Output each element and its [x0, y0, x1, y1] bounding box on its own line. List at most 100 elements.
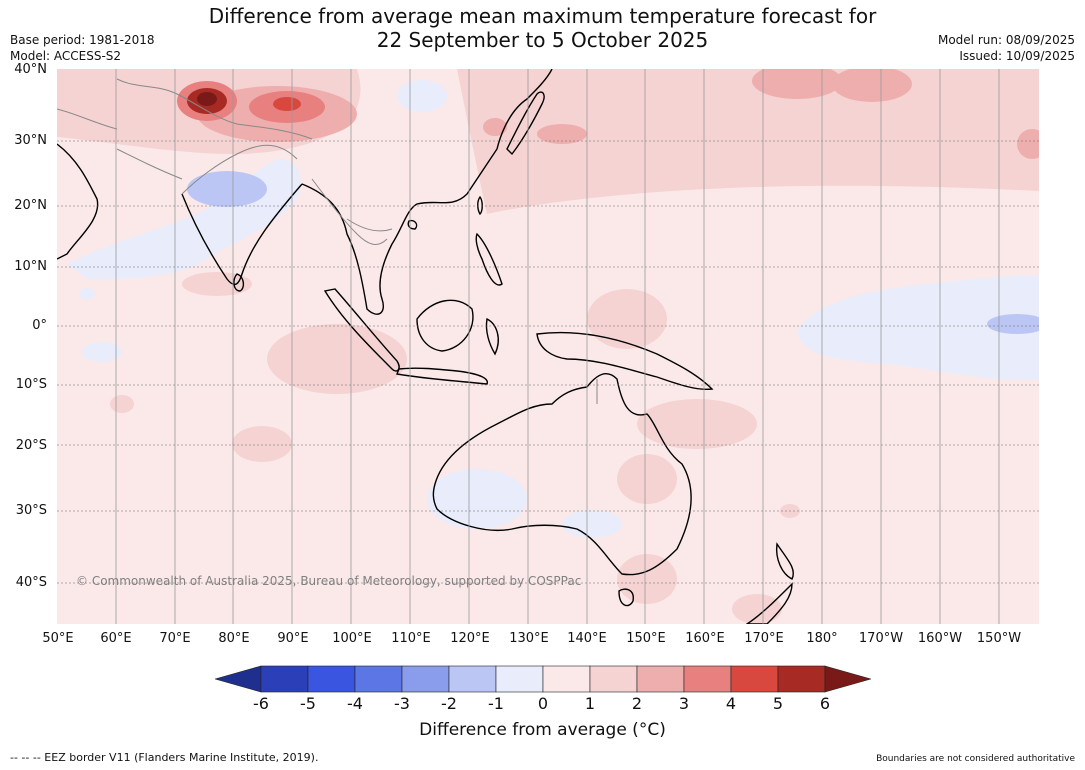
colorbar-segment [448, 665, 497, 693]
new-guinea-coast [536, 331, 714, 391]
colorbar-segment [354, 665, 403, 693]
north-arabian-cool [397, 80, 447, 112]
colorbar-tick-label: 3 [678, 694, 690, 713]
lat-label-20n: 20°N [14, 198, 47, 213]
colorbar-extend-low [215, 665, 262, 693]
title-line-1: Difference from average mean maximum tem… [208, 4, 877, 28]
map-title: Difference from average mean maximum tem… [0, 4, 1085, 52]
model-name: Model: ACCESS-S2 [10, 49, 122, 63]
eez-border-note: -- -- -- EEZ border V11 (Flanders Marine… [10, 751, 319, 764]
north-pacific-warm-1 [752, 69, 842, 99]
lon-label-170e: 170°E [744, 631, 784, 646]
temperature-anomaly-map [57, 69, 1039, 624]
colorbar-segment [542, 665, 591, 693]
west-australia-cool [427, 469, 527, 529]
colorbar-tick-label: 0 [537, 694, 549, 713]
arabian-sea-cool-2 [79, 288, 95, 300]
lon-label-170w: 170°W [858, 631, 904, 646]
india-coast [181, 183, 303, 286]
new-zealand-south [745, 582, 793, 624]
philippines-coast [475, 232, 503, 286]
colorbar-segment [307, 665, 356, 693]
colorbar-title-text: Difference from average ( [419, 720, 639, 740]
lon-label-110e: 110°E [391, 631, 431, 646]
colorbar-segment [401, 665, 450, 693]
left-metadata: Base period: 1981-2018 Model: ACCESS-S2 [10, 32, 155, 64]
lon-label-120e: 120°E [450, 631, 490, 646]
lon-label-150e: 150°E [626, 631, 666, 646]
lat-label-20s: 20°S [15, 438, 47, 453]
coral-sea-warm [637, 399, 757, 449]
coastlines [57, 69, 794, 624]
model-run: Model run: 08/09/2025 [937, 33, 1075, 47]
india-cooler-area [187, 171, 267, 207]
tibet-hotter-area [273, 97, 301, 111]
colorbar-tick-label: -2 [441, 694, 457, 713]
right-metadata: Model run: 08/09/2025 Issued: 10/09/2025 [938, 32, 1075, 64]
lat-label-10n: 10°N [14, 259, 47, 274]
colorbar-tick-label: -3 [394, 694, 410, 713]
east-china-warm [537, 124, 587, 144]
japan-warm [483, 118, 507, 136]
colorbar-tick-label: 6 [819, 694, 831, 713]
colorbar-segment [683, 665, 732, 693]
colorbar-segments [215, 665, 871, 693]
north-east-warm [1017, 129, 1039, 159]
north-australia-warm [587, 289, 667, 349]
hainan-coast [407, 219, 418, 230]
lat-label-0: 0° [32, 318, 47, 333]
colorbar-segment [260, 665, 309, 693]
base-period: Base period: 1981-2018 [10, 33, 155, 47]
sri-lanka-coast [233, 273, 245, 292]
australia-coast [432, 373, 692, 576]
colorbar-tick-label: 5 [772, 694, 784, 713]
colorbar-title: Difference from average (°C) [0, 720, 1085, 740]
colorbar [215, 665, 871, 693]
lat-label-10s: 10°S [15, 377, 47, 392]
east-pacific-cooler [987, 314, 1039, 334]
lon-label-140e: 140°E [567, 631, 607, 646]
lon-label-60e: 60°E [100, 631, 132, 646]
madagascar-warm [110, 395, 134, 413]
lon-label-70e: 70°E [159, 631, 191, 646]
colorbar-segment [589, 665, 638, 693]
kashmir-hottest-area [197, 92, 217, 106]
colorbar-title-end: ) [659, 720, 666, 740]
lon-label-160w: 160°W [917, 631, 963, 646]
lat-label-30s: 30°S [15, 503, 47, 518]
new-zealand-north [775, 542, 794, 580]
lat-label-40n: 40°N [14, 62, 47, 77]
title-line-2: 22 September to 5 October 2025 [376, 28, 709, 52]
south-indian-warm [232, 426, 292, 462]
colorbar-segment [636, 665, 685, 693]
southeast-asia-coast [301, 69, 553, 315]
boundaries-disclaimer: Boundaries are not considered authoritat… [876, 754, 1075, 764]
lon-label-90e: 90°E [277, 631, 309, 646]
south-australia-cool [562, 510, 622, 538]
colorbar-tick-label: 2 [631, 694, 643, 713]
east-australia-warm [617, 454, 677, 504]
taiwan-coast [477, 195, 483, 216]
java-coast [396, 367, 489, 385]
tasman-warm [617, 554, 677, 604]
meridians [115, 69, 1000, 624]
lon-label-100e: 100°E [332, 631, 372, 646]
colorbar-tick-label: -5 [300, 694, 316, 713]
colorbar-extend-high [824, 665, 871, 693]
indian-ocean-warm [267, 324, 407, 394]
colorbar-tick-label: 4 [725, 694, 737, 713]
lat-label-40s: 40°S [15, 575, 47, 590]
lon-label-130e: 130°E [509, 631, 549, 646]
colorbar-tick-label: -1 [488, 694, 504, 713]
issued-date: Issued: 10/09/2025 [959, 49, 1075, 63]
borneo-coast [416, 299, 474, 352]
colorbar-tick-label: -4 [347, 694, 363, 713]
east-pacific-cool-area [797, 275, 1039, 381]
new-zealand-warm [732, 594, 782, 624]
lon-label-180: 180° [806, 631, 838, 646]
arabian-sea-cool [82, 342, 122, 362]
lon-label-80e: 80°E [218, 631, 250, 646]
colorbar-segment [495, 665, 544, 693]
japan-coast [506, 91, 545, 156]
colorbar-segment [730, 665, 779, 693]
